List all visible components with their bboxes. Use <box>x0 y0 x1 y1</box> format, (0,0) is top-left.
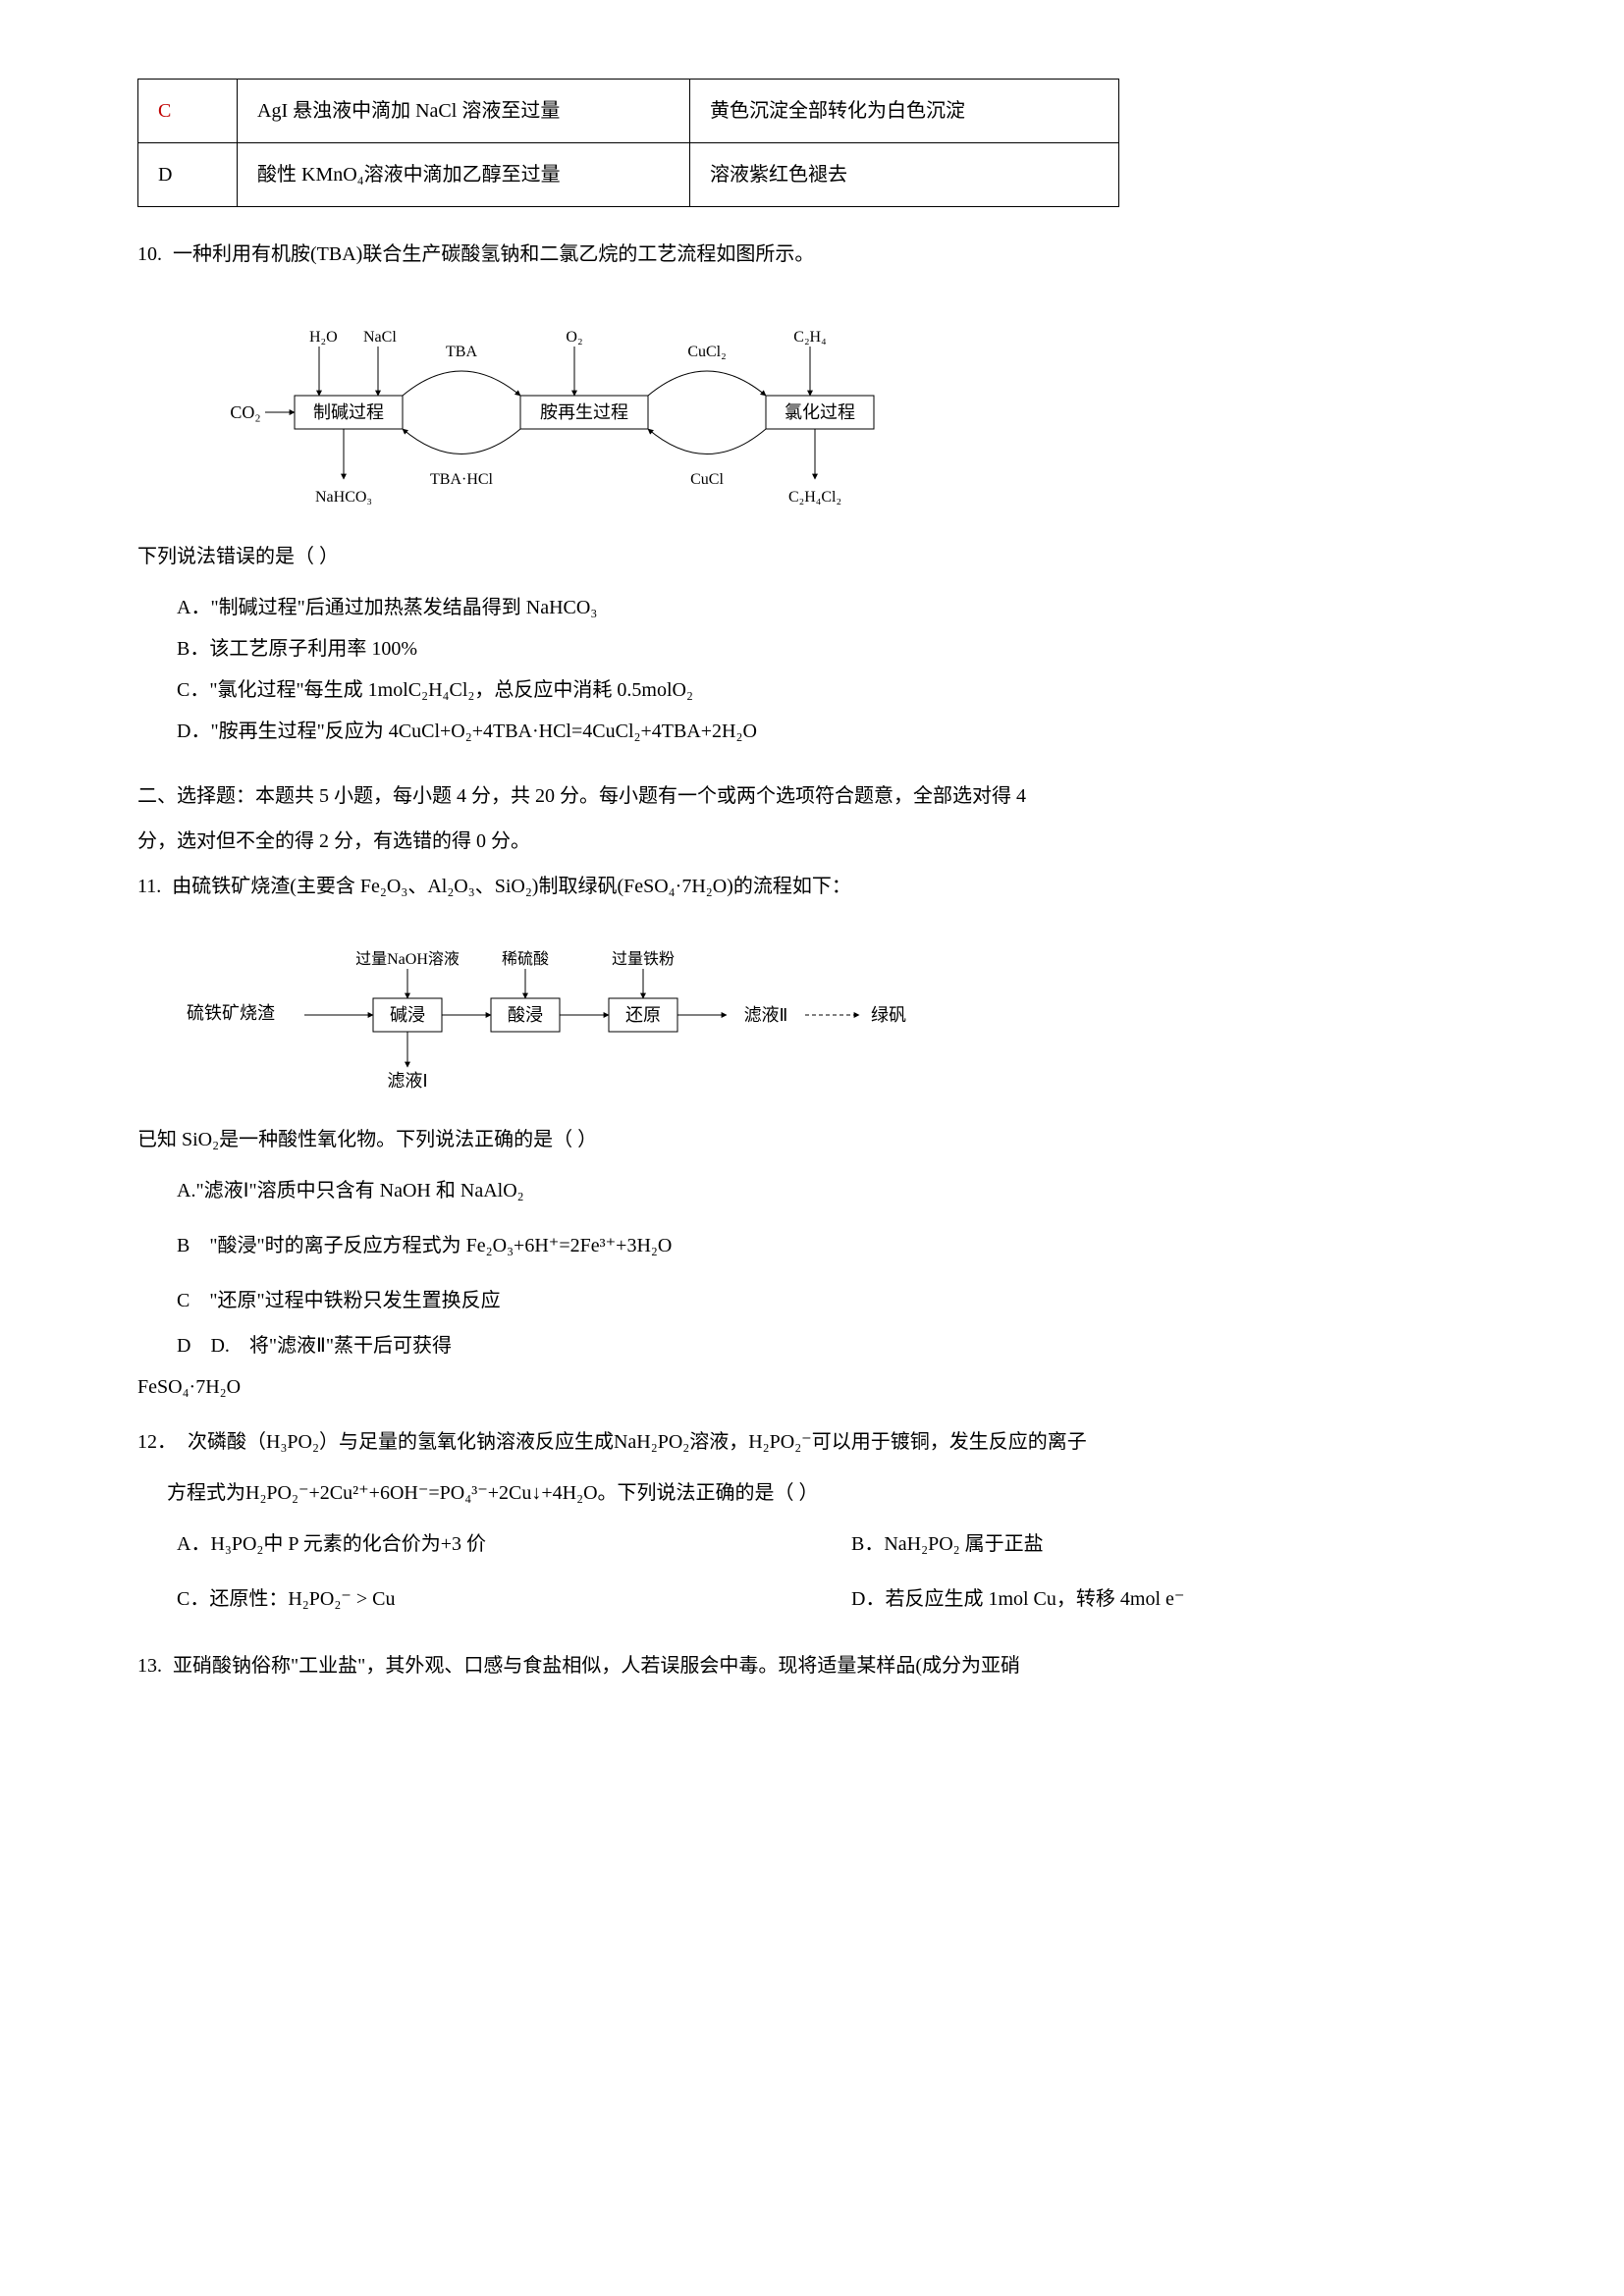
opt-b: B．NaH₂PO₂ 属于正盐 <box>851 1526 1526 1562</box>
arc-label-tbahcl: TBA·HCl <box>430 471 494 488</box>
opt-a: A."滤液Ⅰ"溶质中只含有 NaOH 和 NaAlO₂ <box>177 1173 1526 1208</box>
opt-c: C．还原性：H₂PO₂⁻ > Cu <box>177 1581 851 1617</box>
question-13: 13. 亚硝酸钠俗称"工业盐"，其外观、口感与食盐相似，人若误服会中毒。现将适量… <box>137 1648 1526 1683</box>
opt-d: D．若反应生成 1mol Cu，转移 4mol e⁻ <box>851 1581 1526 1617</box>
filtrate-1: 滤液Ⅰ <box>387 1071 427 1091</box>
node-chlorination: 氯化过程 <box>766 396 874 429</box>
opt-letter: D <box>158 164 172 186</box>
question-stem: 亚硝酸钠俗称"工业盐"，其外观、口感与食盐相似，人若误服会中毒。现将适量某样品(… <box>173 1655 1020 1677</box>
opt-b: B．该工艺原子利用率 100% <box>177 631 1526 667</box>
section-2-line2: 分，选对但不全的得 2 分，有选错的得 0 分。 <box>137 824 1526 859</box>
question-number: 12． <box>137 1431 177 1453</box>
question-number: 13. <box>137 1655 162 1677</box>
question-stem-2: 方程式为H₂PO₂⁻+2Cu²⁺+6OH⁻=PO₄³⁻+2Cu↓+4H₂O。下列… <box>167 1475 1526 1511</box>
q10-lead: 下列说法错误的是（ ） <box>137 539 1526 574</box>
q10-options: A．"制碱过程"后通过加热蒸发结晶得到 NaHCO₃ B．该工艺原子利用率 10… <box>177 590 1526 749</box>
opt-operation: AgI 悬浊液中滴加 NaCl 溶液至过量 <box>238 80 690 143</box>
question-12: 12． 次磷酸（H₃PO₂）与足量的氢氧化钠溶液反应生成NaH₂PO₂溶液，H₂… <box>137 1424 1526 1460</box>
input-h2o: H₂O <box>309 329 338 346</box>
green-vitriol: 绿矾 <box>871 1005 906 1025</box>
question-number: 11. <box>137 876 161 897</box>
flowchart-svg: 硫铁矿烧渣 碱浸 过量NaOH溶液 酸浸 稀硫酸 还原 过量铁粉 滤液Ⅱ 绿矾 … <box>177 920 923 1096</box>
input-c2h4: C₂H₄ <box>793 329 827 346</box>
opt-phenomenon: 溶液紫红色褪去 <box>690 143 1119 207</box>
opt-d2: FeSO₄·7H₂O <box>137 1369 1526 1405</box>
opt-a: A．H₃PO₂中 P 元素的化合价为+3 价 <box>177 1526 851 1562</box>
section-2-line1: 二、选择题：本题共 5 小题，每小题 4 分，共 20 分。每小题有一个或两个选… <box>137 778 1526 814</box>
svg-text:胺再生过程: 胺再生过程 <box>540 402 628 422</box>
opt-d: D．"胺再生过程"反应为 4CuCl+O₂+4TBA·HCl=4CuCl₂+4T… <box>177 714 1526 749</box>
node-alkali-leach: 碱浸 <box>390 1005 425 1025</box>
arc-label-tba: TBA <box>446 344 477 360</box>
node-alkali-making: 制碱过程 <box>295 396 403 429</box>
table-row: D 酸性 KMnO₄溶液中滴加乙醇至过量 溶液紫红色褪去 <box>138 143 1119 207</box>
opt-b: B "酸浸"时的离子反应方程式为 Fe₂O₃+6H⁺=2Fe³⁺+3H₂O <box>177 1228 1526 1263</box>
table-row: C AgI 悬浊液中滴加 NaCl 溶液至过量 黄色沉淀全部转化为白色沉淀 <box>138 80 1119 143</box>
arc-cucl2 <box>648 371 766 396</box>
arc-cucl <box>648 429 766 454</box>
q10-flow-diagram: 制碱过程 胺再生过程 氯化过程 CO₂ H₂O NaCl O₂ C₂H₄ TBA… <box>216 288 1526 525</box>
opt-a: A．"制碱过程"后通过加热蒸发结晶得到 NaHCO₃ <box>177 590 1526 625</box>
svg-text:制碱过程: 制碱过程 <box>313 402 384 422</box>
option-table: C AgI 悬浊液中滴加 NaCl 溶液至过量 黄色沉淀全部转化为白色沉淀 D … <box>137 79 1119 207</box>
question-stem: 由硫铁矿烧渣(主要含 Fe₂O₃、Al₂O₃、SiO₂)制取绿矾(FeSO₄·7… <box>172 876 851 897</box>
question-10: 10. 一种利用有机胺(TBA)联合生产碳酸氢钠和二氯乙烷的工艺流程如图所示。 <box>137 237 1526 272</box>
opt-phenomenon: 黄色沉淀全部转化为白色沉淀 <box>690 80 1119 143</box>
q11-options: A."滤液Ⅰ"溶质中只含有 NaOH 和 NaAlO₂ B "酸浸"时的离子反应… <box>177 1173 1526 1405</box>
arc-label-cucl: CuCl <box>690 471 724 488</box>
q12-options: A．H₃PO₂中 P 元素的化合价为+3 价 B．NaH₂PO₂ 属于正盐 C．… <box>177 1526 1526 1623</box>
opt-d1: D D. 将"滤液Ⅱ"蒸干后可获得 <box>177 1328 1526 1363</box>
input-o2: O₂ <box>566 329 582 346</box>
q11-known: 已知 SiO₂是一种酸性氧化物。下列说法正确的是（ ） <box>137 1122 1526 1157</box>
node-acid-leach: 酸浸 <box>508 1005 543 1025</box>
node-amine-regen: 胺再生过程 <box>520 396 648 429</box>
svg-text:氯化过程: 氯化过程 <box>785 402 855 422</box>
start-label: 硫铁矿烧渣 <box>187 1003 275 1023</box>
arc-tba <box>403 371 520 396</box>
opt-letter: C <box>158 100 171 122</box>
output-c2h4cl2: C₂H₄Cl₂ <box>788 489 841 506</box>
question-number: 10. <box>137 243 162 265</box>
input-h2so4: 稀硫酸 <box>502 950 549 968</box>
arc-tba-hcl <box>403 429 520 454</box>
output-nahco3: NaHCO₃ <box>315 489 372 506</box>
question-11: 11. 由硫铁矿烧渣(主要含 Fe₂O₃、Al₂O₃、SiO₂)制取绿矾(FeS… <box>137 869 1526 904</box>
q11-flow-diagram: 硫铁矿烧渣 碱浸 过量NaOH溶液 酸浸 稀硫酸 还原 过量铁粉 滤液Ⅱ 绿矾 … <box>177 920 1526 1108</box>
arc-label-cucl2: CuCl₂ <box>687 344 726 360</box>
input-nacl: NaCl <box>363 329 397 346</box>
question-stem-1: 次磷酸（H₃PO₂）与足量的氢氧化钠溶液反应生成NaH₂PO₂溶液，H₂PO₂⁻… <box>188 1431 1087 1453</box>
opt-c: C．"氯化过程"每生成 1molC₂H₄Cl₂，总反应中消耗 0.5molO₂ <box>177 672 1526 708</box>
filtrate-2: 滤液Ⅱ <box>744 1005 788 1025</box>
input-fe-powder: 过量铁粉 <box>612 950 675 968</box>
flowchart-svg: 制碱过程 胺再生过程 氯化过程 CO₂ H₂O NaCl O₂ C₂H₄ TBA… <box>216 288 943 513</box>
node-reduction: 还原 <box>625 1005 661 1025</box>
opt-c: C "还原"过程中铁粉只发生置换反应 <box>177 1283 1526 1318</box>
input-co2: CO₂ <box>230 402 260 422</box>
opt-operation: 酸性 KMnO₄溶液中滴加乙醇至过量 <box>238 143 690 207</box>
question-stem: 一种利用有机胺(TBA)联合生产碳酸氢钠和二氯乙烷的工艺流程如图所示。 <box>173 243 814 265</box>
input-naoh: 过量NaOH溶液 <box>355 950 460 968</box>
